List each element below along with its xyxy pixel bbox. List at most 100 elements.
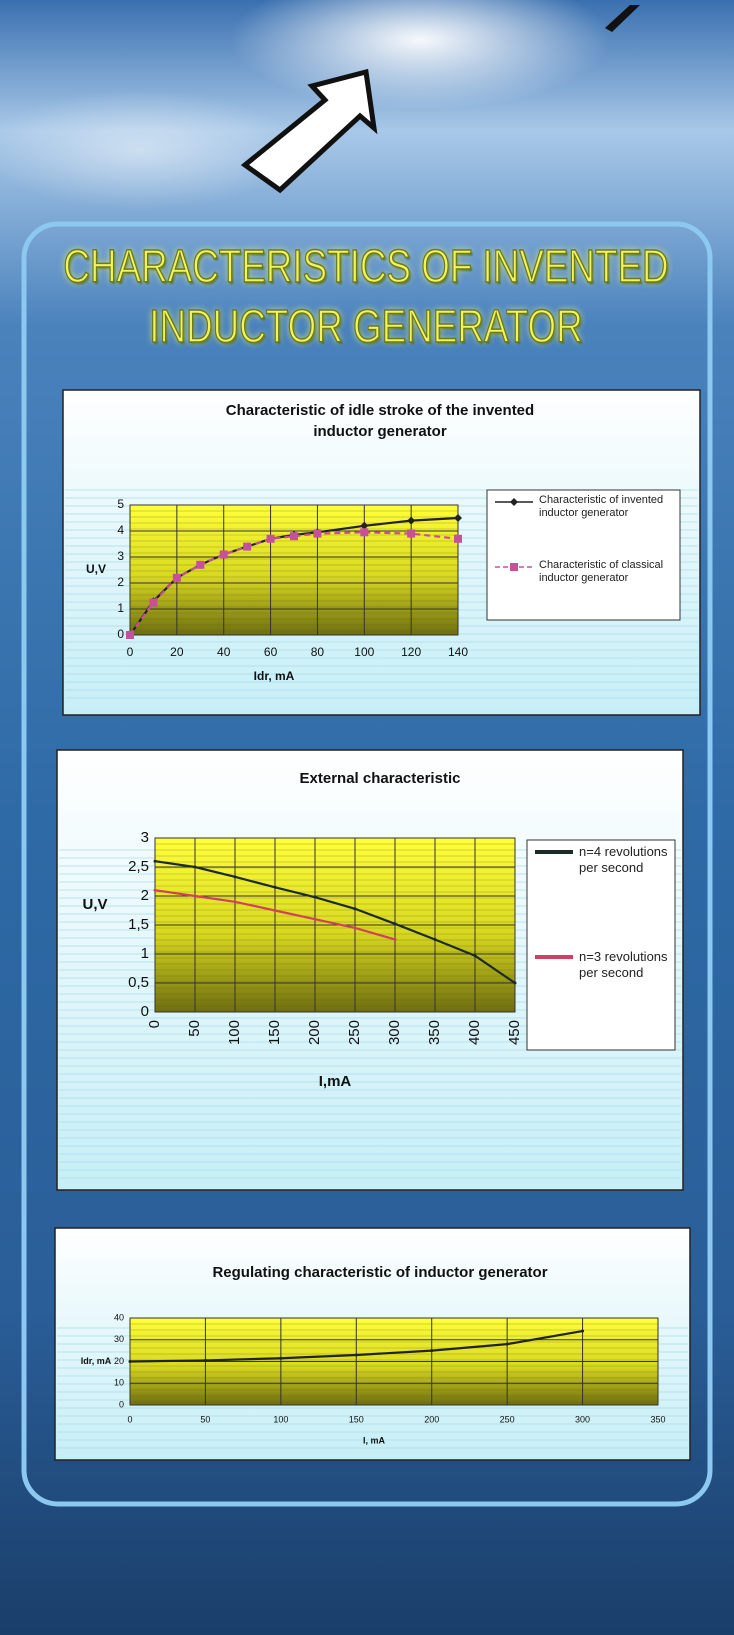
x-tick-label: 140 bbox=[448, 645, 468, 659]
legend-entry-text: Characteristic of invented inductor gene… bbox=[539, 494, 674, 520]
legend-entry-text: n=4 revolutions per second bbox=[579, 844, 669, 875]
data-point bbox=[234, 875, 237, 878]
data-point bbox=[506, 1343, 509, 1346]
legend-entry: n=4 revolutions per second bbox=[579, 844, 669, 949]
x-tick-label: 150 bbox=[266, 1020, 283, 1045]
data-point bbox=[267, 535, 275, 543]
x-tick-label: 350 bbox=[426, 1020, 443, 1045]
data-point bbox=[394, 938, 397, 941]
y-tick-label: 30 bbox=[114, 1334, 124, 1344]
x-tick-label: 100 bbox=[226, 1020, 243, 1045]
chart-title-text: Regulating characteristic of inductor ge… bbox=[180, 1262, 580, 1283]
x-tick-label: 80 bbox=[311, 645, 325, 659]
x-tick-label: 120 bbox=[401, 645, 421, 659]
y-tick-label: 1 bbox=[141, 945, 149, 962]
data-point bbox=[394, 922, 397, 925]
x-tick-label: 150 bbox=[349, 1414, 364, 1424]
x-tick-label: 300 bbox=[575, 1414, 590, 1424]
data-point bbox=[407, 530, 415, 538]
data-point bbox=[514, 982, 517, 985]
data-point bbox=[204, 1359, 207, 1362]
y-tick-label: 5 bbox=[117, 497, 124, 511]
data-point bbox=[220, 550, 228, 558]
x-tick-label: 100 bbox=[354, 645, 374, 659]
x-tick-label: 400 bbox=[466, 1020, 483, 1045]
data-point bbox=[126, 631, 134, 639]
data-point bbox=[154, 889, 157, 892]
x-tick-label: 50 bbox=[186, 1020, 203, 1037]
data-point bbox=[314, 918, 317, 921]
data-point bbox=[355, 1353, 358, 1356]
x-tick-label: 250 bbox=[500, 1414, 515, 1424]
y-tick-label: 4 bbox=[117, 523, 124, 537]
data-point bbox=[290, 532, 298, 540]
legend-entry: n=3 revolutions per second bbox=[579, 949, 669, 1054]
chart-title-text: Characteristic of idle stroke of the inv… bbox=[200, 400, 560, 442]
x-tick-label: 0 bbox=[146, 1020, 163, 1028]
x-axis-label: Idr, mA bbox=[254, 669, 295, 683]
y-tick-label: 0,5 bbox=[128, 974, 149, 991]
data-point bbox=[313, 530, 321, 538]
data-point bbox=[274, 909, 277, 912]
x-tick-label: 60 bbox=[264, 645, 278, 659]
y-axis-label: U,V bbox=[86, 562, 106, 576]
poster-title: CHARACTERISTICS OF INVENTED INDUCTOR GEN… bbox=[22, 236, 710, 356]
x-tick-label: 200 bbox=[424, 1414, 439, 1424]
y-tick-label: 2 bbox=[141, 887, 149, 904]
data-point bbox=[474, 954, 477, 957]
x-tick-label: 350 bbox=[650, 1414, 665, 1424]
chart-title-text: External characteristic bbox=[200, 768, 560, 789]
data-point bbox=[454, 535, 462, 543]
legend-entry: Characteristic of invented inductor gene… bbox=[539, 494, 674, 559]
legend-entry-text: n=3 revolutions per second bbox=[579, 949, 669, 980]
x-tick-label: 200 bbox=[306, 1020, 323, 1045]
legend-marker bbox=[510, 563, 518, 571]
x-tick-label: 300 bbox=[386, 1020, 403, 1045]
data-point bbox=[194, 895, 197, 898]
legend-entry: Characteristic of classical inductor gen… bbox=[539, 559, 674, 624]
x-tick-label: 450 bbox=[506, 1020, 523, 1045]
y-tick-label: 3 bbox=[117, 549, 124, 563]
chart-title: Characteristic of idle stroke of the inv… bbox=[200, 400, 560, 460]
y-tick-label: 0 bbox=[117, 627, 124, 641]
y-tick-label: 2 bbox=[117, 575, 124, 589]
data-point bbox=[243, 543, 251, 551]
y-tick-label: 3 bbox=[141, 829, 149, 846]
chart-title: Regulating characteristic of inductor ge… bbox=[180, 1262, 580, 1322]
x-tick-label: 100 bbox=[273, 1414, 288, 1424]
y-tick-label: 2,5 bbox=[128, 858, 149, 875]
x-tick-label: 50 bbox=[200, 1414, 210, 1424]
data-point bbox=[129, 1360, 132, 1363]
plot-area bbox=[130, 505, 458, 635]
x-axis-label: I, mA bbox=[363, 1435, 386, 1445]
data-point bbox=[314, 896, 317, 899]
y-tick-label: 1 bbox=[117, 601, 124, 615]
data-point bbox=[196, 561, 204, 569]
data-point bbox=[274, 886, 277, 889]
data-point bbox=[154, 860, 157, 863]
y-tick-label: 0 bbox=[141, 1003, 149, 1020]
chart-title: External characteristic bbox=[200, 768, 560, 828]
x-axis-label: I,mA bbox=[319, 1073, 352, 1090]
y-tick-label: 40 bbox=[114, 1312, 124, 1322]
x-tick-label: 0 bbox=[127, 1414, 132, 1424]
y-tick-label: 10 bbox=[114, 1378, 124, 1388]
data-point bbox=[434, 938, 437, 941]
data-point bbox=[581, 1330, 584, 1333]
data-point bbox=[234, 900, 237, 903]
page: Characteristic of idle stroke of the inv… bbox=[0, 0, 734, 1635]
data-point bbox=[149, 599, 157, 607]
y-tick-label: 1,5 bbox=[128, 916, 149, 933]
data-point bbox=[194, 866, 197, 869]
y-tick-label: 0 bbox=[119, 1399, 124, 1409]
data-point bbox=[279, 1357, 282, 1360]
data-point bbox=[430, 1349, 433, 1352]
data-point bbox=[354, 907, 357, 910]
y-tick-label: 20 bbox=[114, 1356, 124, 1366]
data-point bbox=[173, 574, 181, 582]
x-tick-label: 20 bbox=[170, 645, 184, 659]
x-tick-label: 0 bbox=[127, 645, 134, 659]
legend-entry-text: Characteristic of classical inductor gen… bbox=[539, 559, 674, 585]
x-tick-label: 40 bbox=[217, 645, 231, 659]
data-point bbox=[360, 528, 368, 536]
